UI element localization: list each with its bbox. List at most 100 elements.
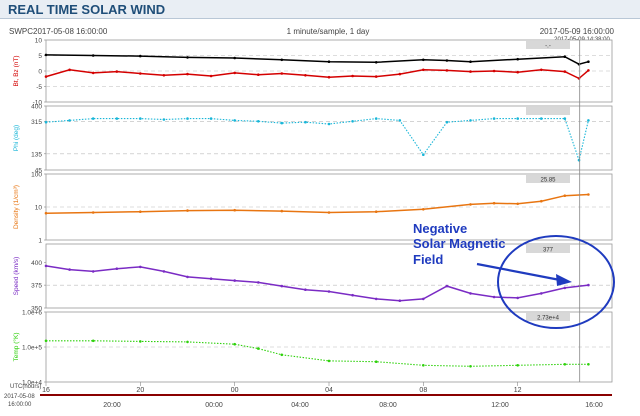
data-point: [91, 117, 95, 120]
data-point: [44, 75, 48, 78]
y-tick-label: 400: [31, 104, 42, 111]
data-point: [469, 119, 472, 122]
data-point: [209, 277, 213, 281]
panels: 10 5 0 -5 -10 Bt, Bz (nT) -.- 400 315 135 45 Phi (d…: [12, 38, 613, 387]
data-point: [233, 71, 236, 75]
axis-date-label: 2017-05-08: [4, 394, 35, 400]
data-point: [139, 265, 142, 269]
annotation-arrow-shaft: [476, 262, 561, 282]
x-tick-label: 16: [42, 387, 50, 394]
data-point: [68, 68, 71, 72]
data-point: [186, 340, 189, 344]
data-point: [115, 267, 119, 270]
data-point: [540, 199, 543, 203]
y-tick-label: 10: [35, 205, 43, 212]
readout-box: [526, 107, 570, 115]
data-point: [351, 120, 354, 123]
data-point: [139, 72, 142, 75]
data-point: [563, 194, 567, 197]
data-point: [469, 292, 472, 295]
panel-temperature: 1.0e+6 1.0e+5 1.0e+4 Temp (°K) 2.73e+4: [12, 310, 613, 387]
negative-field-annotation: Negative Solar Magnetic Field: [413, 221, 615, 329]
data-point: [280, 353, 284, 357]
y-tick-label: 0: [38, 69, 42, 76]
panel-frame: [45, 243, 613, 309]
data-point: [351, 293, 354, 297]
panel-speed: 400 375 350 Speed (km/s) 377: [13, 243, 613, 313]
x-tick-label: 00: [231, 387, 239, 394]
data-point: [139, 340, 142, 343]
data-point: [186, 275, 189, 279]
data-point: [186, 117, 189, 120]
annotation-line-1: Negative: [413, 221, 467, 236]
panel-phi: 400 315 135 45 Phi (deg): [13, 104, 613, 175]
data-point: [186, 209, 189, 212]
title-bar: REAL TIME SOLAR WIND: [0, 0, 640, 19]
data-point: [445, 120, 449, 124]
data-point: [422, 297, 425, 301]
panel-magnetic_field: 10 5 0 -5 -10 Bt, Bz (nT) -.-: [13, 38, 613, 107]
data-point: [516, 202, 519, 206]
data-point: [469, 60, 472, 63]
data-point: [492, 69, 496, 73]
data-point: [257, 120, 260, 123]
data-point: [209, 117, 213, 120]
data-point: [233, 342, 236, 346]
data-point: [492, 117, 496, 120]
bar-tick-label: 20:00: [103, 402, 121, 409]
annotation-line-2: Solar Magnetic: [413, 236, 505, 251]
page-title: REAL TIME SOLAR WIND: [8, 2, 166, 17]
data-point: [115, 117, 119, 120]
data-point: [516, 296, 519, 300]
data-point: [304, 120, 307, 124]
annotation-line-3: Field: [413, 252, 443, 267]
data-point: [44, 120, 48, 124]
y-tick-label: 1.0e+6: [22, 310, 42, 317]
y-tick-label: -10: [33, 100, 43, 107]
y-tick-label: 1.0e+4: [22, 380, 42, 387]
data-point: [233, 208, 236, 212]
data-point: [257, 73, 260, 76]
data-point: [139, 210, 142, 213]
data-point: [162, 270, 166, 273]
x-tick-label: 20: [136, 387, 144, 394]
y-tick-label: 315: [31, 119, 42, 126]
data-point: [91, 71, 95, 75]
panel-frame: [45, 105, 613, 171]
data-point: [563, 70, 567, 73]
data-point: [162, 118, 166, 121]
data-point: [445, 69, 449, 72]
data-point: [516, 70, 519, 74]
bar-tick-label: 08:00: [379, 402, 397, 409]
data-point: [422, 68, 425, 72]
data-point: [374, 75, 378, 78]
data-point: [68, 268, 71, 271]
data-point: [374, 61, 378, 64]
data-point: [91, 54, 95, 57]
data-point: [327, 290, 331, 293]
y-tick-label: 350: [31, 306, 42, 313]
utc-hours-label: UTC(hours): [10, 384, 41, 390]
data-point: [469, 70, 472, 73]
data-point: [422, 153, 425, 156]
y-tick-label: 1.0e+5: [22, 345, 42, 352]
y-tick-label: 375: [31, 283, 42, 290]
data-point: [91, 270, 95, 273]
y-tick-label: 45: [35, 168, 43, 175]
y-tick-label: 1: [38, 238, 42, 245]
data-point: [516, 117, 519, 120]
data-point: [233, 279, 236, 282]
data-point: [374, 360, 378, 364]
data-point: [469, 203, 472, 206]
data-point: [587, 363, 590, 366]
data-point: [587, 60, 590, 63]
data-point: [587, 193, 590, 196]
data-point: [257, 347, 260, 350]
data-point: [280, 209, 284, 213]
axis-time-label: 16:00:00: [8, 402, 32, 408]
readout-value: 377: [543, 248, 554, 254]
data-point: [44, 339, 48, 343]
data-point: [563, 117, 567, 120]
data-point: [233, 119, 236, 122]
